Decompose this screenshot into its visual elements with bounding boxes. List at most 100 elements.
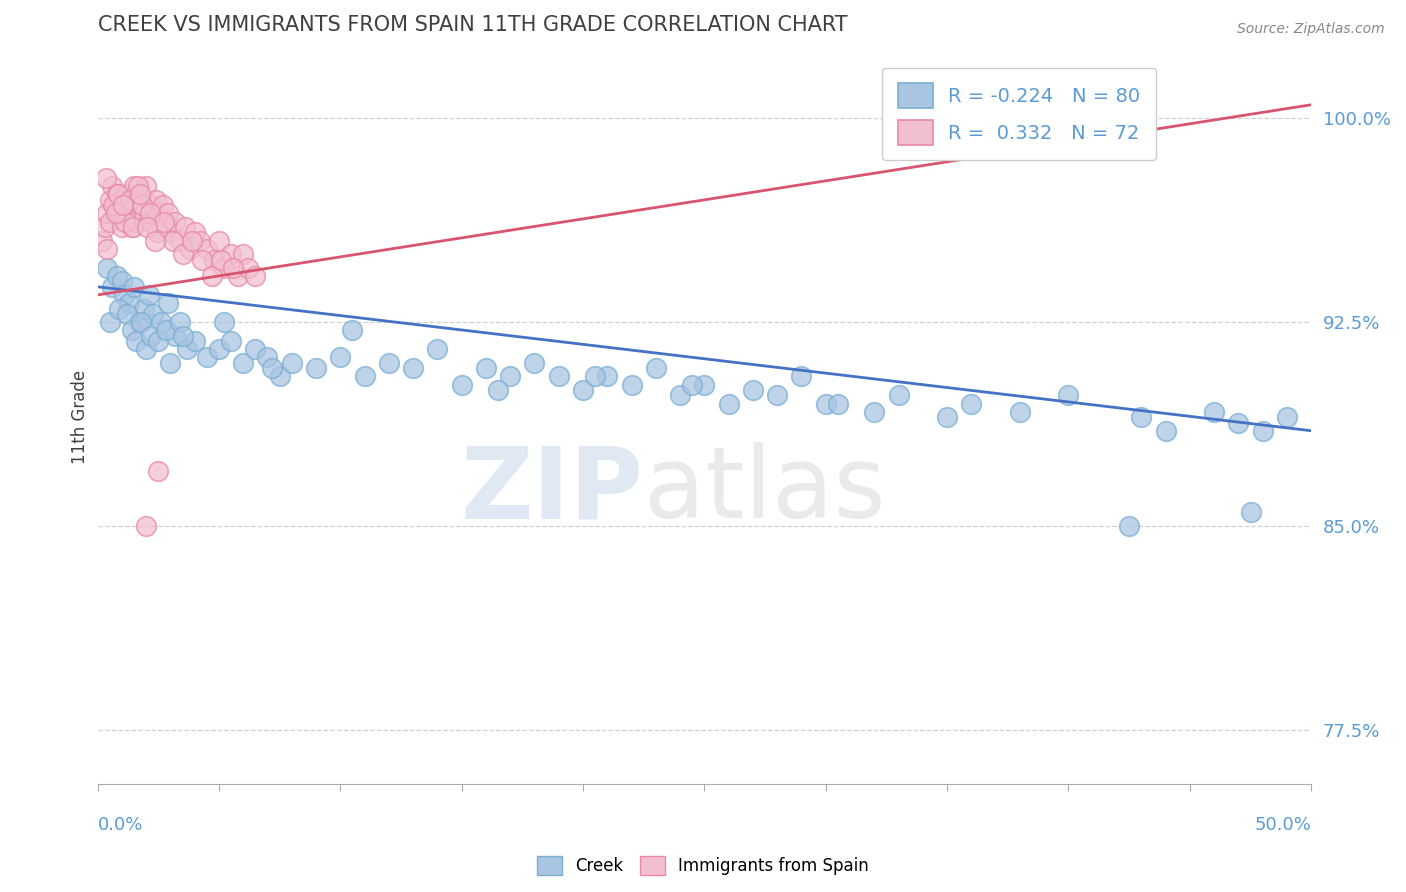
Point <box>162 234 184 248</box>
Point <box>742 383 765 397</box>
Point <box>1251 424 1274 438</box>
Point <box>122 279 145 293</box>
Point <box>827 396 849 410</box>
Point <box>596 369 619 384</box>
Y-axis label: 11th Grade: 11th Grade <box>72 370 89 464</box>
Point <box>156 206 179 220</box>
Point <box>136 219 159 234</box>
Point <box>523 356 546 370</box>
Point <box>155 219 177 234</box>
Point <box>135 343 157 357</box>
Point <box>1204 405 1226 419</box>
Point <box>669 388 692 402</box>
Point <box>142 206 165 220</box>
Point <box>281 356 304 370</box>
Point <box>146 226 169 240</box>
Point <box>176 343 198 357</box>
Point <box>256 351 278 365</box>
Point <box>219 334 242 348</box>
Point <box>195 242 218 256</box>
Point <box>101 179 124 194</box>
Text: 50.0%: 50.0% <box>1254 816 1312 835</box>
Point <box>114 214 136 228</box>
Point <box>152 198 174 212</box>
Point <box>305 361 328 376</box>
Text: Source: ZipAtlas.com: Source: ZipAtlas.com <box>1237 22 1385 37</box>
Point <box>159 226 181 240</box>
Point <box>148 334 170 348</box>
Point <box>212 260 235 275</box>
Point <box>191 252 214 267</box>
Point <box>127 179 149 194</box>
Point <box>103 198 125 212</box>
Point <box>790 369 813 384</box>
Point <box>105 187 128 202</box>
Point <box>181 234 204 248</box>
Point <box>132 206 155 220</box>
Point <box>129 187 152 202</box>
Point <box>245 343 267 357</box>
Point <box>103 198 125 212</box>
Point <box>219 247 242 261</box>
Point <box>188 234 211 248</box>
Point <box>94 171 117 186</box>
Point <box>96 242 118 256</box>
Point <box>583 369 606 384</box>
Point <box>169 315 191 329</box>
Legend: R = -0.224   N = 80, R =  0.332   N = 72: R = -0.224 N = 80, R = 0.332 N = 72 <box>882 68 1156 161</box>
Point <box>115 307 138 321</box>
Point <box>201 268 224 283</box>
Point <box>159 356 181 370</box>
Point <box>138 288 160 302</box>
Point <box>486 383 509 397</box>
Point <box>118 206 141 220</box>
Point <box>262 361 284 376</box>
Point <box>104 206 127 220</box>
Point <box>236 260 259 275</box>
Point <box>693 377 716 392</box>
Point <box>1239 505 1261 519</box>
Point <box>122 179 145 194</box>
Point <box>135 179 157 194</box>
Point <box>128 193 150 207</box>
Point <box>108 206 131 220</box>
Point <box>245 268 267 283</box>
Point <box>172 247 194 261</box>
Point <box>426 343 449 357</box>
Point <box>353 369 375 384</box>
Point <box>131 198 153 212</box>
Point <box>378 356 401 370</box>
Point <box>450 377 472 392</box>
Point <box>111 193 134 207</box>
Point <box>402 361 425 376</box>
Point <box>212 315 235 329</box>
Point <box>620 377 643 392</box>
Point <box>148 206 170 220</box>
Point <box>111 219 134 234</box>
Point <box>148 465 170 479</box>
Point <box>1008 405 1031 419</box>
Point <box>717 396 740 410</box>
Point <box>342 323 364 337</box>
Point <box>135 518 157 533</box>
Point <box>936 410 959 425</box>
Point <box>475 361 498 376</box>
Point <box>228 268 250 283</box>
Point <box>960 396 983 410</box>
Point <box>1118 518 1140 533</box>
Point <box>132 301 155 316</box>
Point <box>98 315 121 329</box>
Point <box>814 396 837 410</box>
Point <box>232 356 254 370</box>
Point <box>121 323 143 337</box>
Point <box>142 307 165 321</box>
Point <box>1275 410 1298 425</box>
Point <box>329 351 352 365</box>
Point <box>139 198 162 212</box>
Point <box>107 187 129 202</box>
Point <box>96 206 118 220</box>
Point <box>222 260 245 275</box>
Point <box>101 279 124 293</box>
Point <box>1227 416 1250 430</box>
Point <box>179 242 201 256</box>
